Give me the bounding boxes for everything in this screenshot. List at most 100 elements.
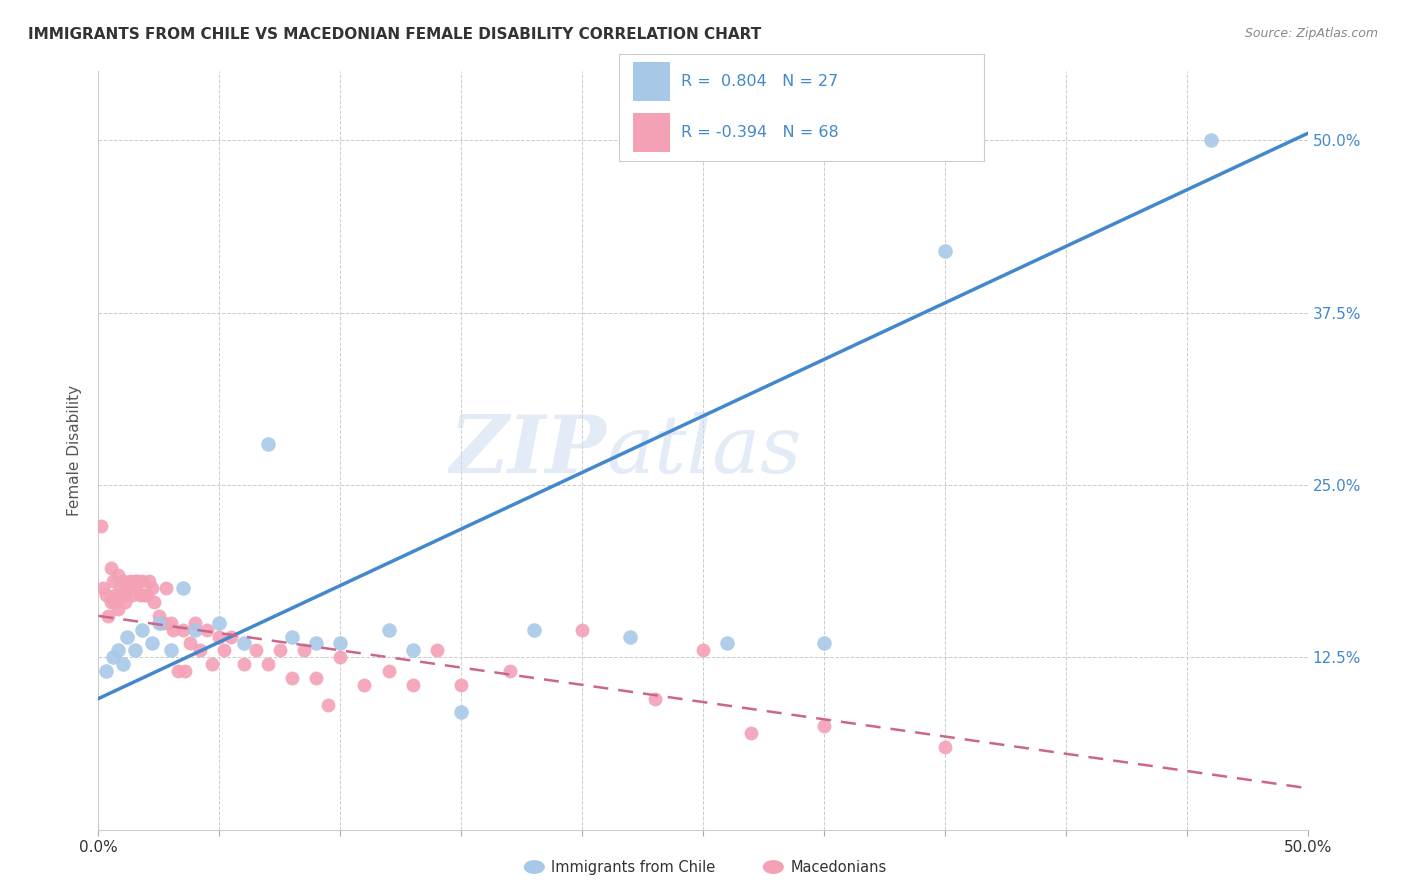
Point: [127, 574, 149, 589]
Point: [100, 560, 122, 574]
Point: [167, 664, 190, 678]
Point: [329, 636, 352, 650]
Point: [124, 574, 146, 589]
Point: [124, 643, 146, 657]
Text: ZIP: ZIP: [450, 412, 606, 489]
Point: [184, 623, 207, 637]
Point: [124, 582, 146, 596]
Point: [141, 582, 163, 596]
Point: [141, 636, 163, 650]
Point: [245, 643, 267, 657]
Point: [316, 698, 339, 713]
Point: [1199, 133, 1222, 147]
Point: [108, 588, 131, 602]
Point: [162, 623, 184, 637]
Point: [101, 574, 124, 589]
Point: [111, 588, 134, 602]
Point: [426, 643, 449, 657]
Point: [281, 630, 304, 644]
Bar: [633, 62, 669, 101]
Point: [148, 608, 170, 623]
Point: [813, 636, 835, 650]
Point: [934, 244, 956, 258]
Point: [135, 588, 157, 602]
Point: [94, 664, 117, 678]
Point: [90, 519, 112, 533]
Point: [353, 678, 375, 692]
Point: [111, 657, 134, 672]
Text: Macedonians: Macedonians: [790, 860, 886, 874]
Point: [450, 706, 472, 720]
Point: [377, 623, 399, 637]
Point: [269, 643, 291, 657]
Point: [101, 650, 124, 665]
Point: [152, 615, 174, 630]
Point: [184, 615, 207, 630]
Bar: [633, 113, 669, 152]
Point: [160, 615, 183, 630]
Point: [131, 623, 153, 637]
Point: [740, 726, 762, 740]
Point: [104, 588, 127, 602]
Point: [292, 643, 315, 657]
Point: [329, 650, 352, 665]
Point: [498, 664, 520, 678]
Point: [256, 436, 278, 450]
Point: [305, 636, 328, 650]
Point: [692, 643, 714, 657]
Point: [172, 623, 194, 637]
Point: [108, 582, 131, 596]
Point: [138, 574, 160, 589]
Point: [128, 588, 150, 602]
Point: [118, 574, 141, 589]
Point: [813, 719, 835, 733]
Point: [107, 567, 129, 582]
Point: [450, 678, 472, 692]
Point: [107, 602, 129, 616]
Point: [107, 643, 129, 657]
Point: [934, 739, 956, 754]
Point: [201, 657, 224, 672]
Point: [131, 574, 153, 589]
Point: [212, 643, 235, 657]
Text: Immigrants from Chile: Immigrants from Chile: [551, 860, 716, 874]
Point: [94, 588, 117, 602]
Point: [305, 671, 328, 685]
Point: [256, 657, 278, 672]
Point: [179, 636, 201, 650]
Point: [121, 588, 143, 602]
Point: [148, 615, 170, 630]
Point: [100, 595, 122, 609]
Text: R = -0.394   N = 68: R = -0.394 N = 68: [681, 125, 838, 140]
Point: [114, 588, 136, 602]
Point: [619, 630, 641, 644]
Point: [221, 630, 243, 644]
Point: [174, 664, 197, 678]
Point: [160, 643, 183, 657]
Point: [91, 582, 114, 596]
Point: [114, 595, 136, 609]
Text: Source: ZipAtlas.com: Source: ZipAtlas.com: [1244, 27, 1378, 40]
Point: [111, 574, 134, 589]
Point: [134, 588, 156, 602]
Point: [97, 608, 120, 623]
Point: [195, 623, 218, 637]
Point: [208, 630, 231, 644]
Point: [188, 643, 211, 657]
Text: IMMIGRANTS FROM CHILE VS MACEDONIAN FEMALE DISABILITY CORRELATION CHART: IMMIGRANTS FROM CHILE VS MACEDONIAN FEMA…: [28, 27, 762, 42]
Point: [232, 636, 254, 650]
Point: [172, 582, 194, 596]
Point: [281, 671, 304, 685]
Point: [143, 595, 166, 609]
Y-axis label: Female Disability: Female Disability: [67, 384, 83, 516]
Point: [644, 691, 666, 706]
Point: [377, 664, 399, 678]
Point: [117, 582, 139, 596]
Point: [402, 678, 425, 692]
Text: R =  0.804   N = 27: R = 0.804 N = 27: [681, 74, 838, 89]
Point: [232, 657, 254, 672]
Point: [523, 623, 546, 637]
Point: [117, 630, 139, 644]
Point: [155, 582, 177, 596]
Point: [402, 643, 425, 657]
